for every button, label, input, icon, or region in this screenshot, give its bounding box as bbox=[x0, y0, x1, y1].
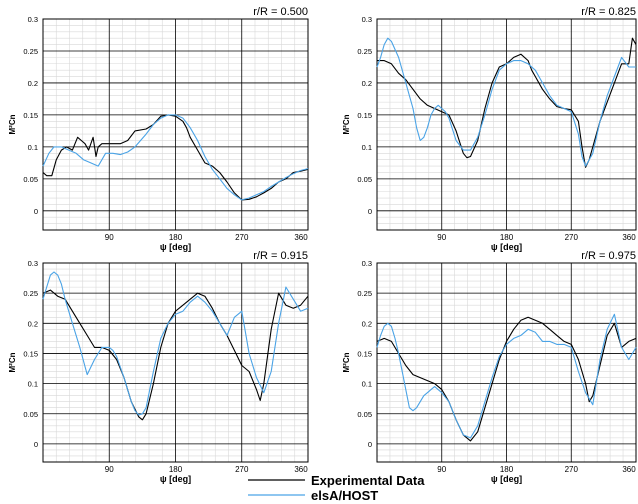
y-tick-label: 0.15 bbox=[357, 111, 372, 120]
chart-panel-3: 90 180 270 360 0 0.05 0.1 0.15 0.2 0.25 0.3 ψ [deg]… bbox=[8, 250, 309, 484]
y-tick-label: 0.15 bbox=[23, 111, 38, 120]
y-tick-label: 0 bbox=[34, 440, 38, 449]
x-tick-label: 360 bbox=[622, 465, 636, 474]
plot-frame bbox=[42, 262, 309, 463]
y-tick-label: 0.25 bbox=[357, 47, 372, 56]
y-tick-label: 0.1 bbox=[362, 380, 372, 389]
y-tick-label: 0.25 bbox=[23, 289, 38, 298]
experimental-data-line bbox=[42, 114, 309, 201]
x-tick-label: 180 bbox=[500, 465, 514, 474]
chart-panel-2: 90 180 270 360 0 0.05 0.1 0.15 0.2 0.25 0.3 ψ [deg]… bbox=[342, 6, 637, 252]
y-axis-label: M²Cn bbox=[342, 352, 351, 372]
y-tick-label: 0 bbox=[368, 207, 372, 216]
x-tick-label: 270 bbox=[235, 233, 249, 242]
chart-title: r/R = 0.825 bbox=[581, 6, 636, 18]
x-axis-label: ψ [deg] bbox=[160, 242, 191, 252]
chart-title: r/R = 0.500 bbox=[253, 6, 308, 18]
chart-panel-1: 90 180 270 360 0 0.05 0.1 0.15 0.2 0.25 0.3 ψ [deg]… bbox=[8, 6, 309, 252]
experimental-data-line bbox=[377, 37, 637, 168]
y-tick-label: 0.15 bbox=[357, 349, 372, 358]
y-tick-label: 0.05 bbox=[357, 175, 372, 184]
x-tick-label: 180 bbox=[169, 465, 183, 474]
x-tick-label: 360 bbox=[622, 233, 636, 242]
y-tick-label: 0 bbox=[368, 440, 372, 449]
x-tick-label: 180 bbox=[169, 233, 183, 242]
y-tick-label: 0.05 bbox=[357, 410, 372, 419]
y-tick-label: 0.25 bbox=[23, 47, 38, 56]
x-tick-label: 270 bbox=[235, 465, 249, 474]
y-tick-label: 0.2 bbox=[28, 79, 38, 88]
y-tick-label: 0.1 bbox=[28, 143, 38, 152]
y-tick-label: 0.3 bbox=[28, 15, 38, 24]
x-tick-label: 360 bbox=[294, 465, 308, 474]
x-tick-label: 270 bbox=[565, 465, 579, 474]
x-axis-label: ψ [deg] bbox=[160, 474, 191, 484]
chart-title: r/R = 0.915 bbox=[253, 250, 308, 262]
elsa-host-line bbox=[42, 114, 309, 201]
y-tick-label: 0 bbox=[34, 207, 38, 216]
elsa-host-line bbox=[376, 313, 637, 439]
experimental-data-line bbox=[376, 316, 637, 442]
x-tick-label: 180 bbox=[500, 233, 514, 242]
y-tick-label: 0.2 bbox=[28, 319, 38, 328]
y-tick-label: 0.2 bbox=[362, 319, 372, 328]
x-axis-label: ψ [deg] bbox=[491, 242, 522, 252]
y-tick-label: 0.15 bbox=[23, 349, 38, 358]
legend-label-simulation: elsA/HOST bbox=[311, 488, 378, 503]
y-tick-label: 0.05 bbox=[23, 175, 38, 184]
x-tick-label: 90 bbox=[105, 233, 114, 242]
plot-frame bbox=[376, 18, 637, 231]
chart-title: r/R = 0.975 bbox=[581, 250, 636, 262]
chart-panel-4: 90 180 270 360 0 0.05 0.1 0.15 0.2 0.25 0.3 ψ [deg]… bbox=[342, 250, 637, 484]
y-axis-label: M²Cn bbox=[342, 114, 351, 134]
x-tick-label: 90 bbox=[437, 233, 446, 242]
x-tick-label: 90 bbox=[105, 465, 114, 474]
y-tick-label: 0.05 bbox=[23, 410, 38, 419]
plot-frame bbox=[42, 18, 309, 231]
legend-label-experimental: Experimental Data bbox=[311, 473, 425, 488]
x-axis-label: ψ [deg] bbox=[491, 474, 522, 484]
y-tick-label: 0.3 bbox=[362, 259, 372, 268]
y-tick-label: 0.25 bbox=[357, 289, 372, 298]
y-axis-label: M²Cn bbox=[8, 114, 17, 134]
x-tick-label: 270 bbox=[565, 233, 579, 242]
y-tick-label: 0.2 bbox=[362, 79, 372, 88]
elsa-host-line bbox=[42, 271, 309, 416]
y-axis-label: M²Cn bbox=[8, 352, 17, 372]
elsa-host-line bbox=[376, 37, 636, 167]
x-tick-label: 90 bbox=[437, 465, 446, 474]
plot-frame bbox=[376, 262, 637, 463]
y-tick-label: 0.3 bbox=[362, 15, 372, 24]
y-tick-label: 0.1 bbox=[362, 143, 372, 152]
y-tick-label: 0.3 bbox=[28, 259, 38, 268]
y-tick-label: 0.1 bbox=[28, 380, 38, 389]
x-tick-label: 360 bbox=[294, 233, 308, 242]
